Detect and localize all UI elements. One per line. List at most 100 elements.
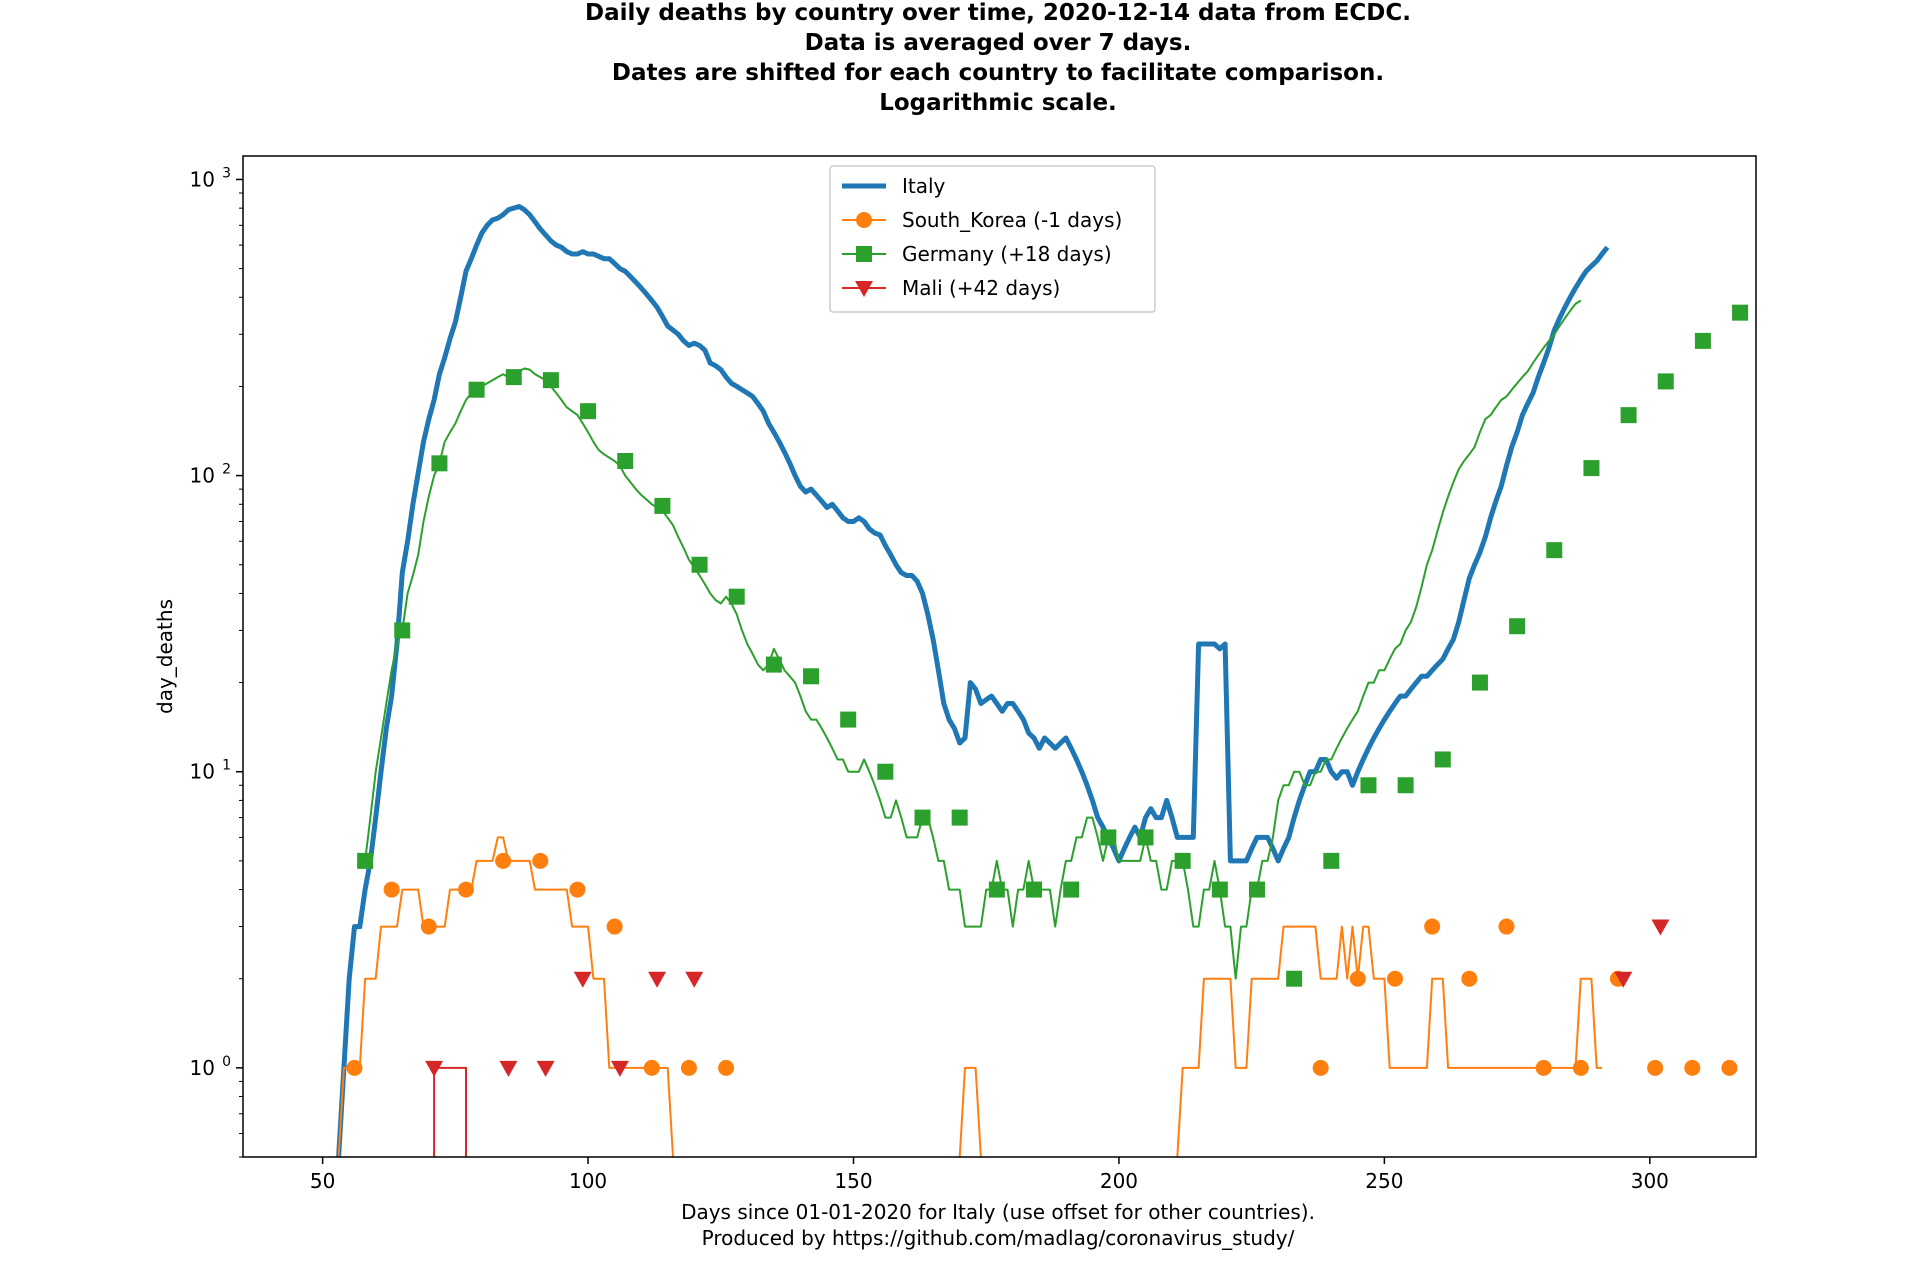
data-point	[457, 881, 474, 898]
data-point	[1732, 304, 1749, 321]
data-point	[1721, 1059, 1738, 1076]
legend: Italy South_Korea (-1 days) Germany (+18 d…	[829, 165, 1156, 313]
y-tick-label: 10 3	[190, 165, 231, 191]
data-point	[1424, 918, 1441, 935]
data-point	[617, 453, 634, 470]
data-point	[1694, 332, 1711, 349]
data-point	[536, 1060, 555, 1077]
data-point	[383, 881, 400, 898]
legend-label: Germany (+18 days)	[902, 242, 1112, 266]
data-point	[685, 971, 704, 988]
legend-box	[829, 165, 1156, 313]
legend-item: Mali (+42 days)	[842, 276, 1060, 300]
data-point	[1100, 829, 1117, 846]
data-point	[1248, 881, 1265, 898]
data-point	[542, 372, 559, 389]
legend-marker	[855, 281, 873, 297]
data-point	[357, 852, 374, 869]
series-0	[336, 204, 1610, 1157]
data-point	[803, 668, 820, 685]
data-point	[951, 809, 968, 826]
data-point	[718, 1059, 735, 1076]
legend-label: Mali (+42 days)	[902, 276, 1060, 300]
x-tick-label: 250	[1365, 1169, 1403, 1193]
data-point	[988, 881, 1005, 898]
data-point	[1360, 777, 1377, 794]
legend-item: Germany (+18 days)	[842, 242, 1112, 266]
data-point	[573, 971, 592, 988]
data-point	[1471, 674, 1488, 691]
series-line	[336, 204, 1610, 1157]
chart-title: Daily deaths by country over time, 2020-…	[585, 0, 1411, 116]
data-point	[1620, 407, 1637, 424]
data-point	[1349, 970, 1366, 987]
data-point	[1323, 852, 1340, 869]
data-point	[914, 809, 931, 826]
series-layer	[336, 204, 1749, 1157]
plot-frame	[242, 155, 1757, 1158]
x-tick-label: 50	[310, 1169, 335, 1193]
legend-marker	[856, 246, 872, 262]
data-point	[1137, 829, 1154, 846]
data-point	[1572, 1059, 1589, 1076]
data-point	[431, 455, 448, 472]
series-line	[433, 1066, 467, 1157]
data-point	[728, 588, 745, 605]
data-point	[420, 918, 437, 935]
legend-marker	[856, 212, 872, 228]
data-point	[1614, 971, 1633, 988]
data-point	[394, 622, 411, 639]
data-point	[610, 1060, 629, 1077]
data-point	[654, 497, 671, 514]
legend-item: Italy	[842, 174, 946, 198]
x-axis-label-line: Days since 01-01-2020 for Italy (use off…	[681, 1200, 1315, 1224]
series-line	[1176, 925, 1602, 1157]
series-1	[337, 836, 1738, 1157]
data-point	[1387, 970, 1404, 987]
y-tick-label: 10 1	[190, 758, 231, 784]
data-point	[877, 763, 894, 780]
data-point	[1174, 852, 1191, 869]
data-point	[1312, 1059, 1329, 1076]
x-tick-label: 100	[569, 1169, 607, 1193]
data-point	[532, 852, 549, 869]
x-tick-label: 200	[1100, 1169, 1138, 1193]
data-point	[648, 971, 667, 988]
legend-item: South_Korea (-1 days)	[842, 208, 1122, 232]
data-point	[1211, 881, 1228, 898]
data-point	[1286, 970, 1303, 987]
data-point	[765, 656, 782, 673]
data-point	[1647, 1059, 1664, 1076]
data-point	[495, 852, 512, 869]
data-point	[1657, 373, 1674, 390]
data-point	[643, 1059, 660, 1076]
data-point	[691, 556, 708, 573]
data-point	[606, 918, 623, 935]
y-tick-label: 10 0	[190, 1054, 231, 1080]
data-point	[1063, 881, 1080, 898]
legend-label: Italy	[902, 174, 946, 198]
data-point	[468, 381, 485, 398]
data-point	[1583, 460, 1600, 477]
data-point	[580, 403, 597, 420]
data-point	[569, 881, 586, 898]
data-point	[1026, 881, 1043, 898]
x-axis-label: Days since 01-01-2020 for Italy (use off…	[681, 1200, 1315, 1250]
series-line	[958, 1066, 982, 1157]
data-point	[1498, 918, 1515, 935]
data-point	[1461, 970, 1478, 987]
x-axis: 50 100 150 200 250 300	[310, 1157, 1669, 1193]
y-axis-label: day_deaths	[153, 599, 177, 714]
data-point	[499, 1060, 518, 1077]
series-3	[425, 919, 1670, 1157]
x-axis-label-line: Produced by https://github.com/madlag/co…	[702, 1226, 1295, 1250]
data-point	[346, 1059, 363, 1076]
data-point	[1651, 919, 1670, 936]
legend-label: South_Korea (-1 days)	[902, 208, 1122, 232]
data-point	[840, 711, 857, 728]
x-tick-label: 150	[834, 1169, 872, 1193]
data-point	[1684, 1059, 1701, 1076]
title-line: Dates are shifted for each country to fa…	[612, 60, 1384, 86]
data-point	[1509, 618, 1526, 635]
